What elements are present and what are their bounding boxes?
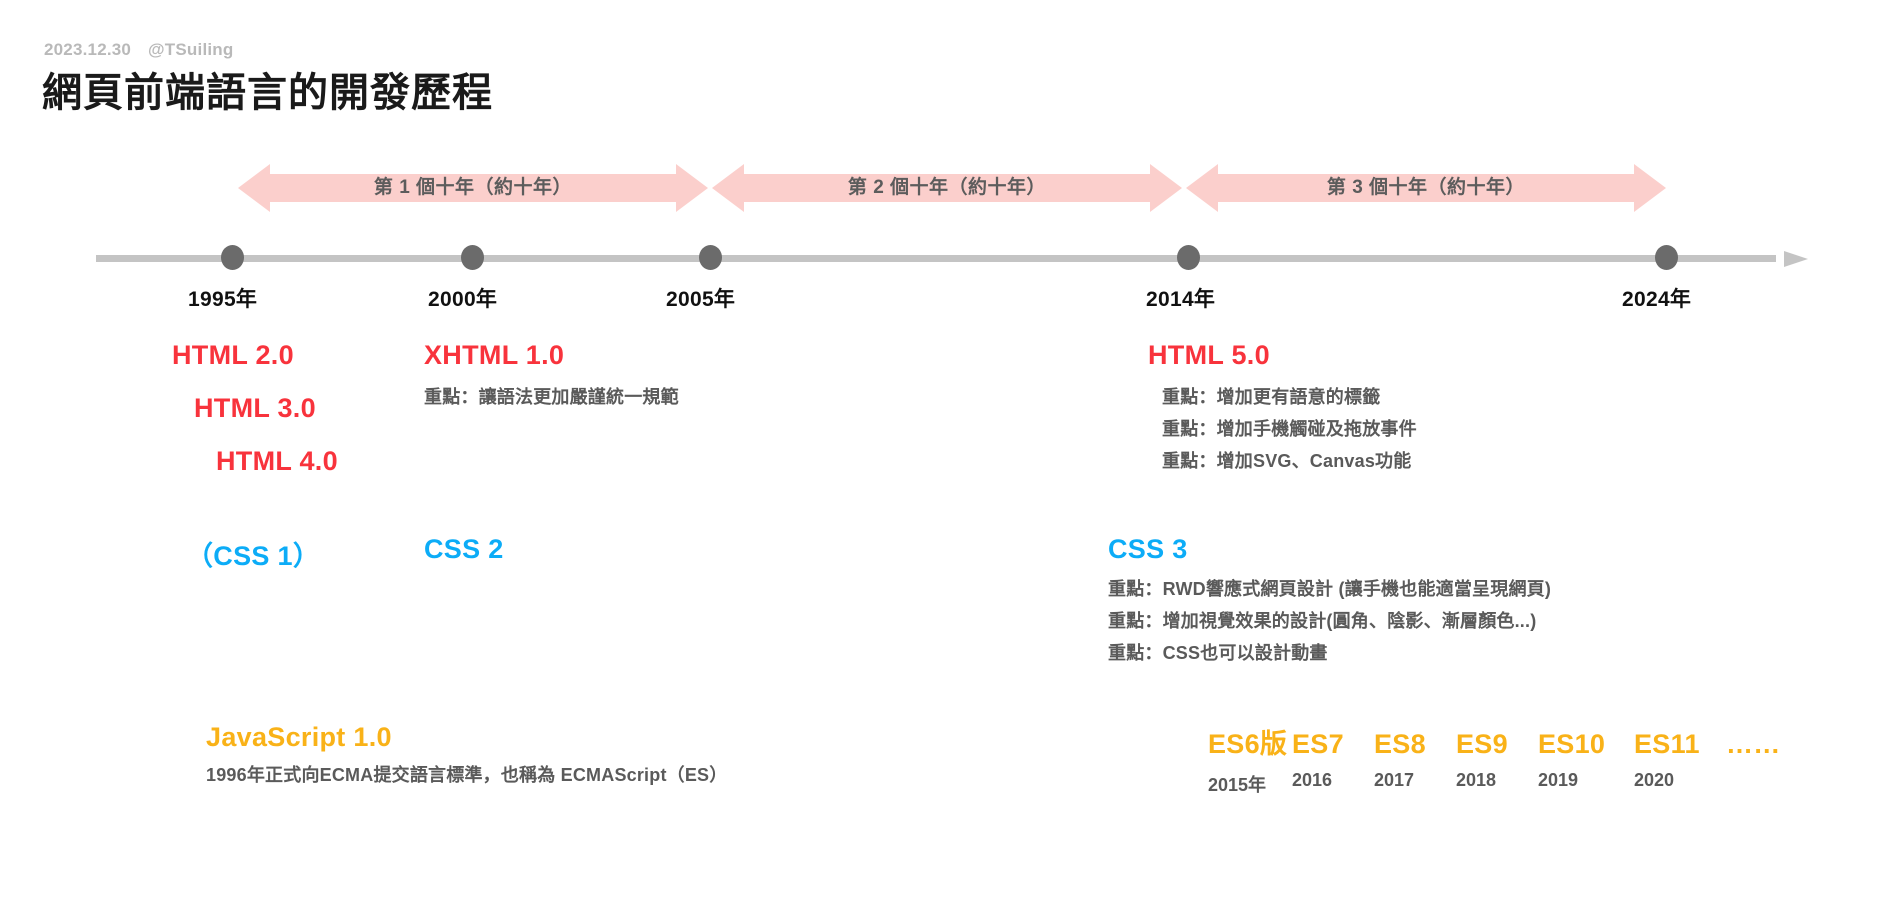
css3-note-2: 重點：增加視覺效果的設計(圓角、陰影、漸層顏色...): [1108, 611, 1537, 631]
es-item: ES7 2016: [1292, 729, 1374, 791]
css3-block: CSS 3 重點：RWD響應式網頁設計 (讓手機也能適當呈現網頁) 重點：增加視…: [1108, 534, 1551, 669]
timeline-dot-1995: [221, 245, 244, 270]
header-date: 2023.12.30: [44, 40, 132, 59]
decade-band-2: 第 2 個十年（約十年）: [712, 164, 1182, 212]
javascript-title: JavaScript 1.0: [206, 722, 392, 752]
decade-label-1: 第 1 個十年（約十年）: [373, 177, 573, 198]
html5-note-1: 重點：增加更有語意的標籤: [1162, 387, 1381, 407]
es-item: ES10 2019: [1538, 729, 1634, 791]
timeline-axis: [96, 251, 1808, 267]
year-label-2014: 2014年: [1146, 288, 1216, 311]
decade-arrow-shape-3: [1186, 164, 1666, 212]
es-item: ……: [1726, 729, 1781, 760]
axis-line: [96, 255, 1776, 262]
xhtml-block-2000: XHTML 1.0 重點：讓語法更加嚴謹統一規範: [424, 340, 679, 413]
es-item: ES11 2020: [1634, 729, 1726, 791]
decade-label-3: 第 3 個十年（約十年）: [1326, 177, 1526, 198]
decade-band-1: 第 1 個十年（約十年）: [238, 164, 708, 212]
es-name: ES7: [1292, 729, 1344, 759]
decade-arrow-shape-2: [712, 164, 1182, 212]
html-versions-1995: HTML 2.0 HTML 3.0 HTML 4.0: [172, 340, 338, 477]
es-year: 2019: [1538, 770, 1579, 790]
javascript-notes: 1996年正式向ECMA提交語言標準，也稱為 ECMAScript（ES）: [206, 759, 727, 791]
year-label-1995: 1995年: [188, 288, 258, 311]
css1-block: （CSS 1）: [186, 534, 320, 573]
css2-block: CSS 2: [424, 534, 504, 565]
es-name: ES10: [1538, 729, 1606, 759]
header-meta: 2023.12.30 @TSuiling: [44, 40, 233, 60]
xhtml-title: XHTML 1.0: [424, 340, 565, 370]
es-name-ellipsis: ……: [1726, 729, 1781, 759]
page-title: 網頁前端語言的開發歷程: [42, 71, 493, 115]
es-item: ES9 2018: [1456, 729, 1538, 791]
axis-arrow-icon: [1784, 251, 1808, 267]
es-name: ES8: [1374, 729, 1426, 759]
html5-note-2: 重點：增加手機觸碰及拖放事件: [1162, 419, 1417, 439]
es-item: ES6版 2015年: [1208, 722, 1292, 797]
css3-note-3: 重點：CSS也可以設計動畫: [1108, 643, 1328, 663]
es-year: 2020: [1634, 770, 1675, 790]
timeline-dot-2000: [461, 245, 484, 270]
timeline-dot-2005: [699, 245, 722, 270]
es-name: ES6版: [1208, 729, 1288, 759]
year-label-2024: 2024年: [1622, 288, 1692, 311]
html-version-2: HTML 2.0: [172, 340, 294, 370]
html5-notes: 重點：增加更有語意的標籤 重點：增加手機觸碰及拖放事件 重點：增加SVG、Can…: [1162, 381, 1417, 477]
es-year: 2016: [1292, 770, 1333, 790]
css3-notes: 重點：RWD響應式網頁設計 (讓手機也能適當呈現網頁) 重點：增加視覺效果的設計…: [1108, 573, 1551, 669]
timeline-dot-2014: [1177, 245, 1200, 270]
css2-title: CSS 2: [424, 534, 504, 564]
es-year: 2017: [1374, 770, 1415, 790]
html-version-4: HTML 4.0: [216, 446, 338, 476]
xhtml-notes: 重點：讓語法更加嚴謹統一規範: [424, 381, 679, 413]
timeline-dot-2024: [1655, 245, 1678, 270]
year-label-2005: 2005年: [666, 288, 736, 311]
es-item: ES8 2017: [1374, 729, 1456, 791]
css1-title: （CSS 1）: [186, 541, 321, 571]
es-year: 2018: [1456, 770, 1497, 790]
decade-label-2: 第 2 個十年（約十年）: [847, 177, 1047, 198]
css3-note-1: 重點：RWD響應式網頁設計 (讓手機也能適當呈現網頁): [1108, 579, 1552, 599]
decade-band-3: 第 3 個十年（約十年）: [1186, 164, 1666, 212]
es-versions-row: ES6版 2015年 ES7 2016 ES8 2017 ES9 2018 ES…: [1208, 722, 1781, 797]
es-year: 2015年: [1208, 775, 1267, 795]
javascript-note-1: 1996年正式向ECMA提交語言標準，也稱為 ECMAScript（ES）: [206, 765, 728, 785]
es-name: ES9: [1456, 729, 1508, 759]
decade-arrow-shape-1: [238, 164, 708, 212]
header-handle: @TSuiling: [148, 40, 234, 59]
html-version-3: HTML 3.0: [194, 393, 316, 423]
html5-title: HTML 5.0: [1148, 340, 1270, 370]
year-label-2000: 2000年: [428, 288, 498, 311]
html5-note-3: 重點：增加SVG、Canvas功能: [1162, 451, 1412, 471]
javascript-block: JavaScript 1.0 1996年正式向ECMA提交語言標準，也稱為 EC…: [206, 722, 727, 791]
css3-title: CSS 3: [1108, 534, 1188, 564]
es-name: ES11: [1634, 729, 1700, 759]
html5-block-2014: HTML 5.0 重點：增加更有語意的標籤 重點：增加手機觸碰及拖放事件 重點：…: [1148, 340, 1417, 477]
xhtml-note-1: 重點：讓語法更加嚴謹統一規範: [424, 387, 679, 407]
